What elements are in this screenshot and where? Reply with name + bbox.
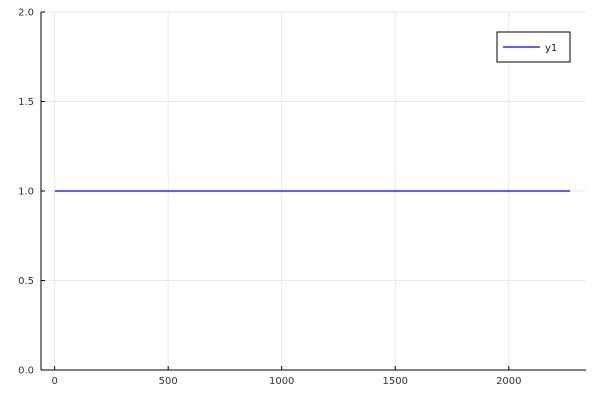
y-tick-label: 1.5: [18, 97, 34, 108]
y-tick-label: 0.0: [18, 366, 34, 377]
x-tick-label: 2000: [496, 376, 521, 387]
x-axis-ticks: 0 500 1000 1500 2000: [51, 366, 522, 387]
x-tick-label: 500: [159, 376, 178, 387]
legend: y1: [496, 31, 571, 63]
legend-label: y1: [545, 43, 557, 54]
y-tick-label: 2.0: [18, 8, 34, 19]
x-tick-label: 0: [51, 376, 57, 387]
x-tick-label: 1000: [269, 376, 294, 387]
x-tick-label: 1500: [383, 376, 408, 387]
y-axis-ticks: 0.0 0.5 1.0 1.5 2.0: [18, 8, 45, 377]
y-tick-label: 0.5: [18, 276, 34, 287]
y-tick-label: 1.0: [18, 187, 34, 198]
